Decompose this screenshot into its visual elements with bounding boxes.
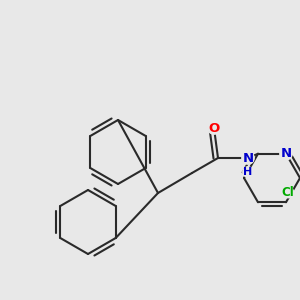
Text: Cl: Cl [282, 186, 294, 199]
Text: N: N [280, 147, 292, 160]
Text: O: O [208, 122, 220, 134]
Circle shape [243, 167, 253, 177]
Circle shape [242, 152, 254, 164]
Circle shape [283, 187, 293, 198]
Text: H: H [243, 167, 253, 177]
Circle shape [280, 148, 292, 160]
Text: N: N [242, 152, 253, 164]
Circle shape [208, 122, 220, 134]
